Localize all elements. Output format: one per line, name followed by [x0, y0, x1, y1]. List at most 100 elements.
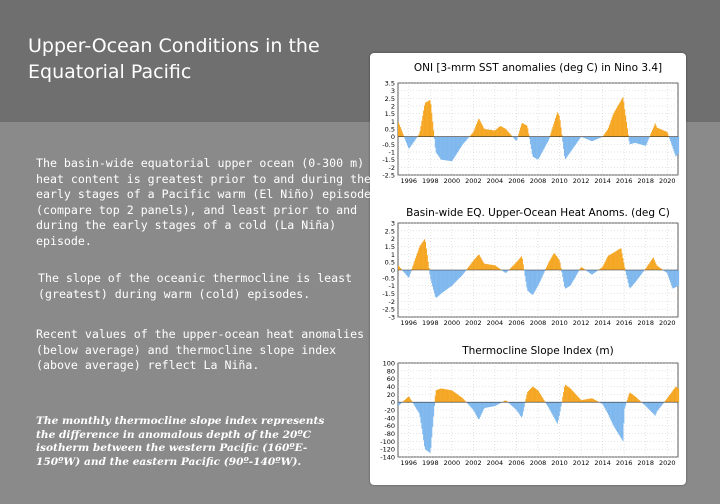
negative-anomaly-bar [454, 270, 456, 283]
positive-anomaly-bar [455, 393, 457, 403]
positive-anomaly-bar [671, 391, 673, 403]
positive-anomaly-bar [581, 267, 584, 270]
negative-anomaly-bar [657, 402, 659, 411]
positive-anomaly-bar [481, 124, 483, 137]
positive-anomaly-bar [518, 133, 520, 137]
negative-anomaly-bar [426, 402, 428, 451]
charts-svg: ONI [3-mrm SST anomalies (deg C) in Nino… [380, 62, 680, 467]
positive-anomaly-bar [612, 253, 614, 270]
positive-anomaly-bar [406, 397, 409, 403]
negative-anomaly-bar [565, 270, 567, 289]
negative-anomaly-bar [603, 402, 605, 407]
negative-anomaly-bar [552, 402, 554, 416]
positive-anomaly-bar [561, 134, 563, 137]
positive-anomaly-bar [485, 264, 488, 270]
negative-anomaly-bar [510, 402, 512, 405]
negative-anomaly-bar [461, 136, 463, 146]
positive-anomaly-bar [650, 134, 652, 137]
negative-anomaly-bar [434, 136, 436, 148]
x-tick-label: 2010 [551, 319, 568, 327]
positive-anomaly-bar [580, 399, 582, 403]
positive-anomaly-bar [651, 259, 653, 270]
positive-anomaly-bar [461, 397, 463, 403]
negative-anomaly-bar [482, 402, 484, 411]
positive-anomaly-bar [504, 400, 506, 403]
negative-anomaly-bar [490, 402, 492, 407]
x-tick-label: 2004 [487, 459, 504, 467]
positive-anomaly-bar [608, 127, 610, 137]
positive-anomaly-bar [620, 100, 622, 137]
positive-anomaly-bar [672, 390, 674, 403]
negative-anomaly-bar [596, 270, 598, 272]
positive-anomaly-bar [507, 131, 509, 137]
positive-anomaly-bar [484, 263, 486, 270]
positive-anomaly-bar [430, 104, 432, 137]
positive-anomaly-bar [602, 136, 604, 137]
positive-anomaly-bar [658, 128, 660, 137]
positive-anomaly-bar [648, 263, 650, 270]
negative-anomaly-bar [546, 136, 548, 144]
positive-anomaly-bar [659, 267, 661, 270]
negative-anomaly-bar [629, 270, 631, 289]
positive-anomaly-bar [583, 399, 585, 403]
x-tick-label: 2018 [637, 177, 654, 185]
positive-anomaly-bar [615, 251, 617, 270]
negative-anomaly-bar [625, 402, 627, 406]
negative-anomaly-bar [647, 402, 649, 409]
positive-anomaly-bar [614, 111, 616, 137]
negative-anomaly-bar [420, 402, 422, 423]
negative-anomaly-bar [476, 402, 478, 416]
negative-anomaly-bar [586, 270, 588, 272]
negative-anomaly-bar [646, 402, 648, 408]
positive-anomaly-bar [532, 386, 534, 403]
negative-anomaly-bar [460, 136, 462, 147]
positive-anomaly-bar [485, 129, 488, 137]
positive-anomaly-bar [486, 264, 488, 270]
negative-anomaly-bar [566, 136, 568, 157]
positive-anomaly-bar [480, 258, 482, 270]
negative-anomaly-bar [578, 136, 580, 140]
negative-anomaly-bar [613, 402, 615, 427]
negative-anomaly-bar [444, 270, 446, 291]
negative-anomaly-bar [551, 402, 553, 414]
negative-anomaly-bar [430, 402, 432, 448]
positive-anomaly-bar [603, 264, 605, 270]
positive-anomaly-bar [590, 398, 593, 403]
negative-anomaly-bar [452, 270, 454, 285]
positive-anomaly-bar [421, 120, 423, 137]
negative-anomaly-bar [596, 136, 598, 140]
negative-anomaly-bar [560, 402, 562, 407]
x-tick-label: 2018 [637, 459, 654, 467]
negative-anomaly-bar [576, 270, 578, 274]
positive-anomaly-bar [493, 130, 495, 137]
positive-anomaly-bar [547, 263, 549, 270]
negative-anomaly-bar [535, 270, 537, 290]
x-tick-label: 2004 [487, 177, 504, 185]
positive-anomaly-bar [543, 399, 545, 403]
negative-anomaly-bar [678, 136, 680, 154]
positive-anomaly-bar [617, 249, 619, 270]
positive-anomaly-bar [618, 249, 620, 270]
negative-anomaly-bar [587, 136, 589, 140]
positive-anomaly-bar [611, 253, 613, 270]
positive-anomaly-bar [498, 127, 500, 137]
positive-anomaly-bar [602, 265, 604, 270]
negative-anomaly-bar [643, 136, 645, 146]
negative-anomaly-bar [595, 136, 597, 140]
x-tick-label: 2004 [487, 319, 504, 327]
negative-anomaly-bar [454, 136, 456, 157]
negative-anomaly-bar [538, 270, 540, 285]
negative-anomaly-bar [644, 402, 646, 406]
positive-anomaly-bar [398, 266, 400, 270]
positive-anomaly-bar [491, 130, 493, 137]
negative-anomaly-bar [591, 270, 593, 275]
positive-anomaly-bar [471, 262, 473, 270]
positive-anomaly-bar [483, 262, 485, 270]
negative-anomaly-bar [519, 402, 521, 415]
negative-anomaly-bar [528, 270, 530, 292]
positive-anomaly-bar [597, 401, 599, 403]
positive-anomaly-bar [555, 256, 558, 270]
negative-anomaly-bar [550, 402, 552, 413]
positive-anomaly-bar [531, 386, 533, 403]
positive-anomaly-bar [557, 258, 559, 270]
